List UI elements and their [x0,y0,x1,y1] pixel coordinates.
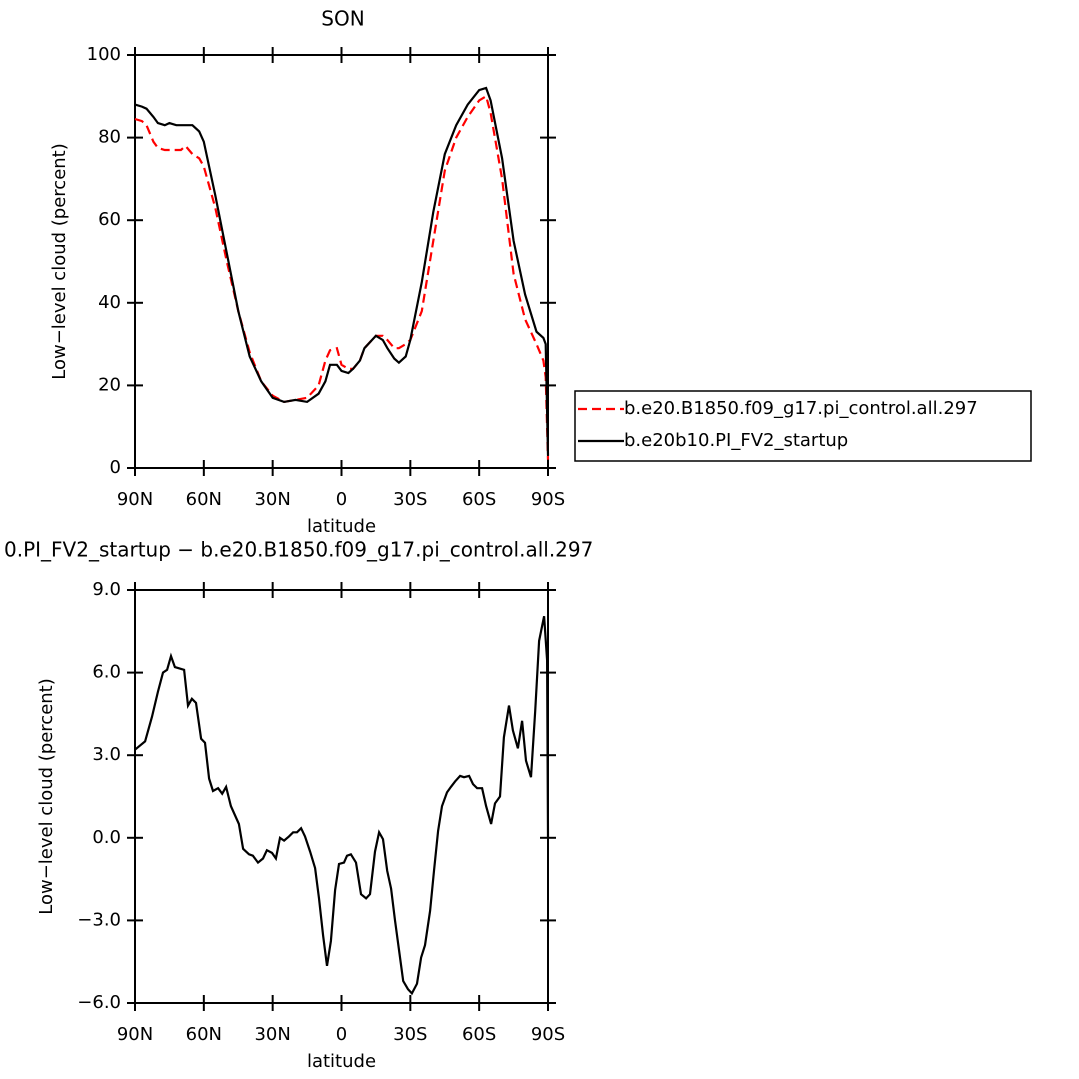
plot-frame [134,54,549,469]
y-tick-label: 9.0 [92,579,121,600]
y-tick-label: 0 [110,457,121,478]
legend-box [574,390,1032,462]
x-tick-label: 30N [254,489,290,510]
y-axis-label: Low−level cloud (percent) [36,678,57,915]
data-line [134,94,550,460]
x-tick-label: 60S [462,489,496,510]
plot-frame [134,589,549,1004]
y-tick-label: 40 [98,292,121,313]
x-axis-label: latitude [307,1051,376,1072]
x-tick-label: 30N [254,1024,290,1045]
x-tick-label: 90S [531,489,565,510]
y-tick-label: −3.0 [77,909,121,930]
x-tick-label: 30S [393,1024,427,1045]
y-tick-label: 60 [98,209,121,230]
x-tick-label: 60N [186,489,222,510]
legend-label: b.e20b10.PI_FV2_startup [624,430,848,451]
y-tick-label: 6.0 [92,662,121,683]
y-tick-label: 100 [87,44,121,65]
x-tick-label: 60S [462,1024,496,1045]
y-tick-label: 3.0 [92,744,121,765]
chart-title: SON [321,7,364,31]
y-tick-label: −6.0 [77,992,121,1013]
x-tick-label: 90N [117,1024,153,1045]
legend-label: b.e20.B1850.f09_g17.pi_control.all.297 [624,398,978,419]
x-tick-label: 90N [117,489,153,510]
x-tick-label: 30S [393,489,427,510]
data-line [134,615,550,996]
y-tick-label: 0.0 [92,827,121,848]
y-axis-label: Low−level cloud (percent) [49,143,70,380]
data-line [134,86,550,456]
y-tick-label: 80 [98,127,121,148]
x-tick-label: 0 [336,1024,347,1045]
x-tick-label: 60N [186,1024,222,1045]
x-tick-label: 90S [531,1024,565,1045]
x-tick-label: 0 [336,489,347,510]
x-axis-label: latitude [307,516,376,537]
chart-title: 0.PI_FV2_startup − b.e20.B1850.f09_g17.p… [4,538,593,562]
y-tick-label: 20 [98,374,121,395]
